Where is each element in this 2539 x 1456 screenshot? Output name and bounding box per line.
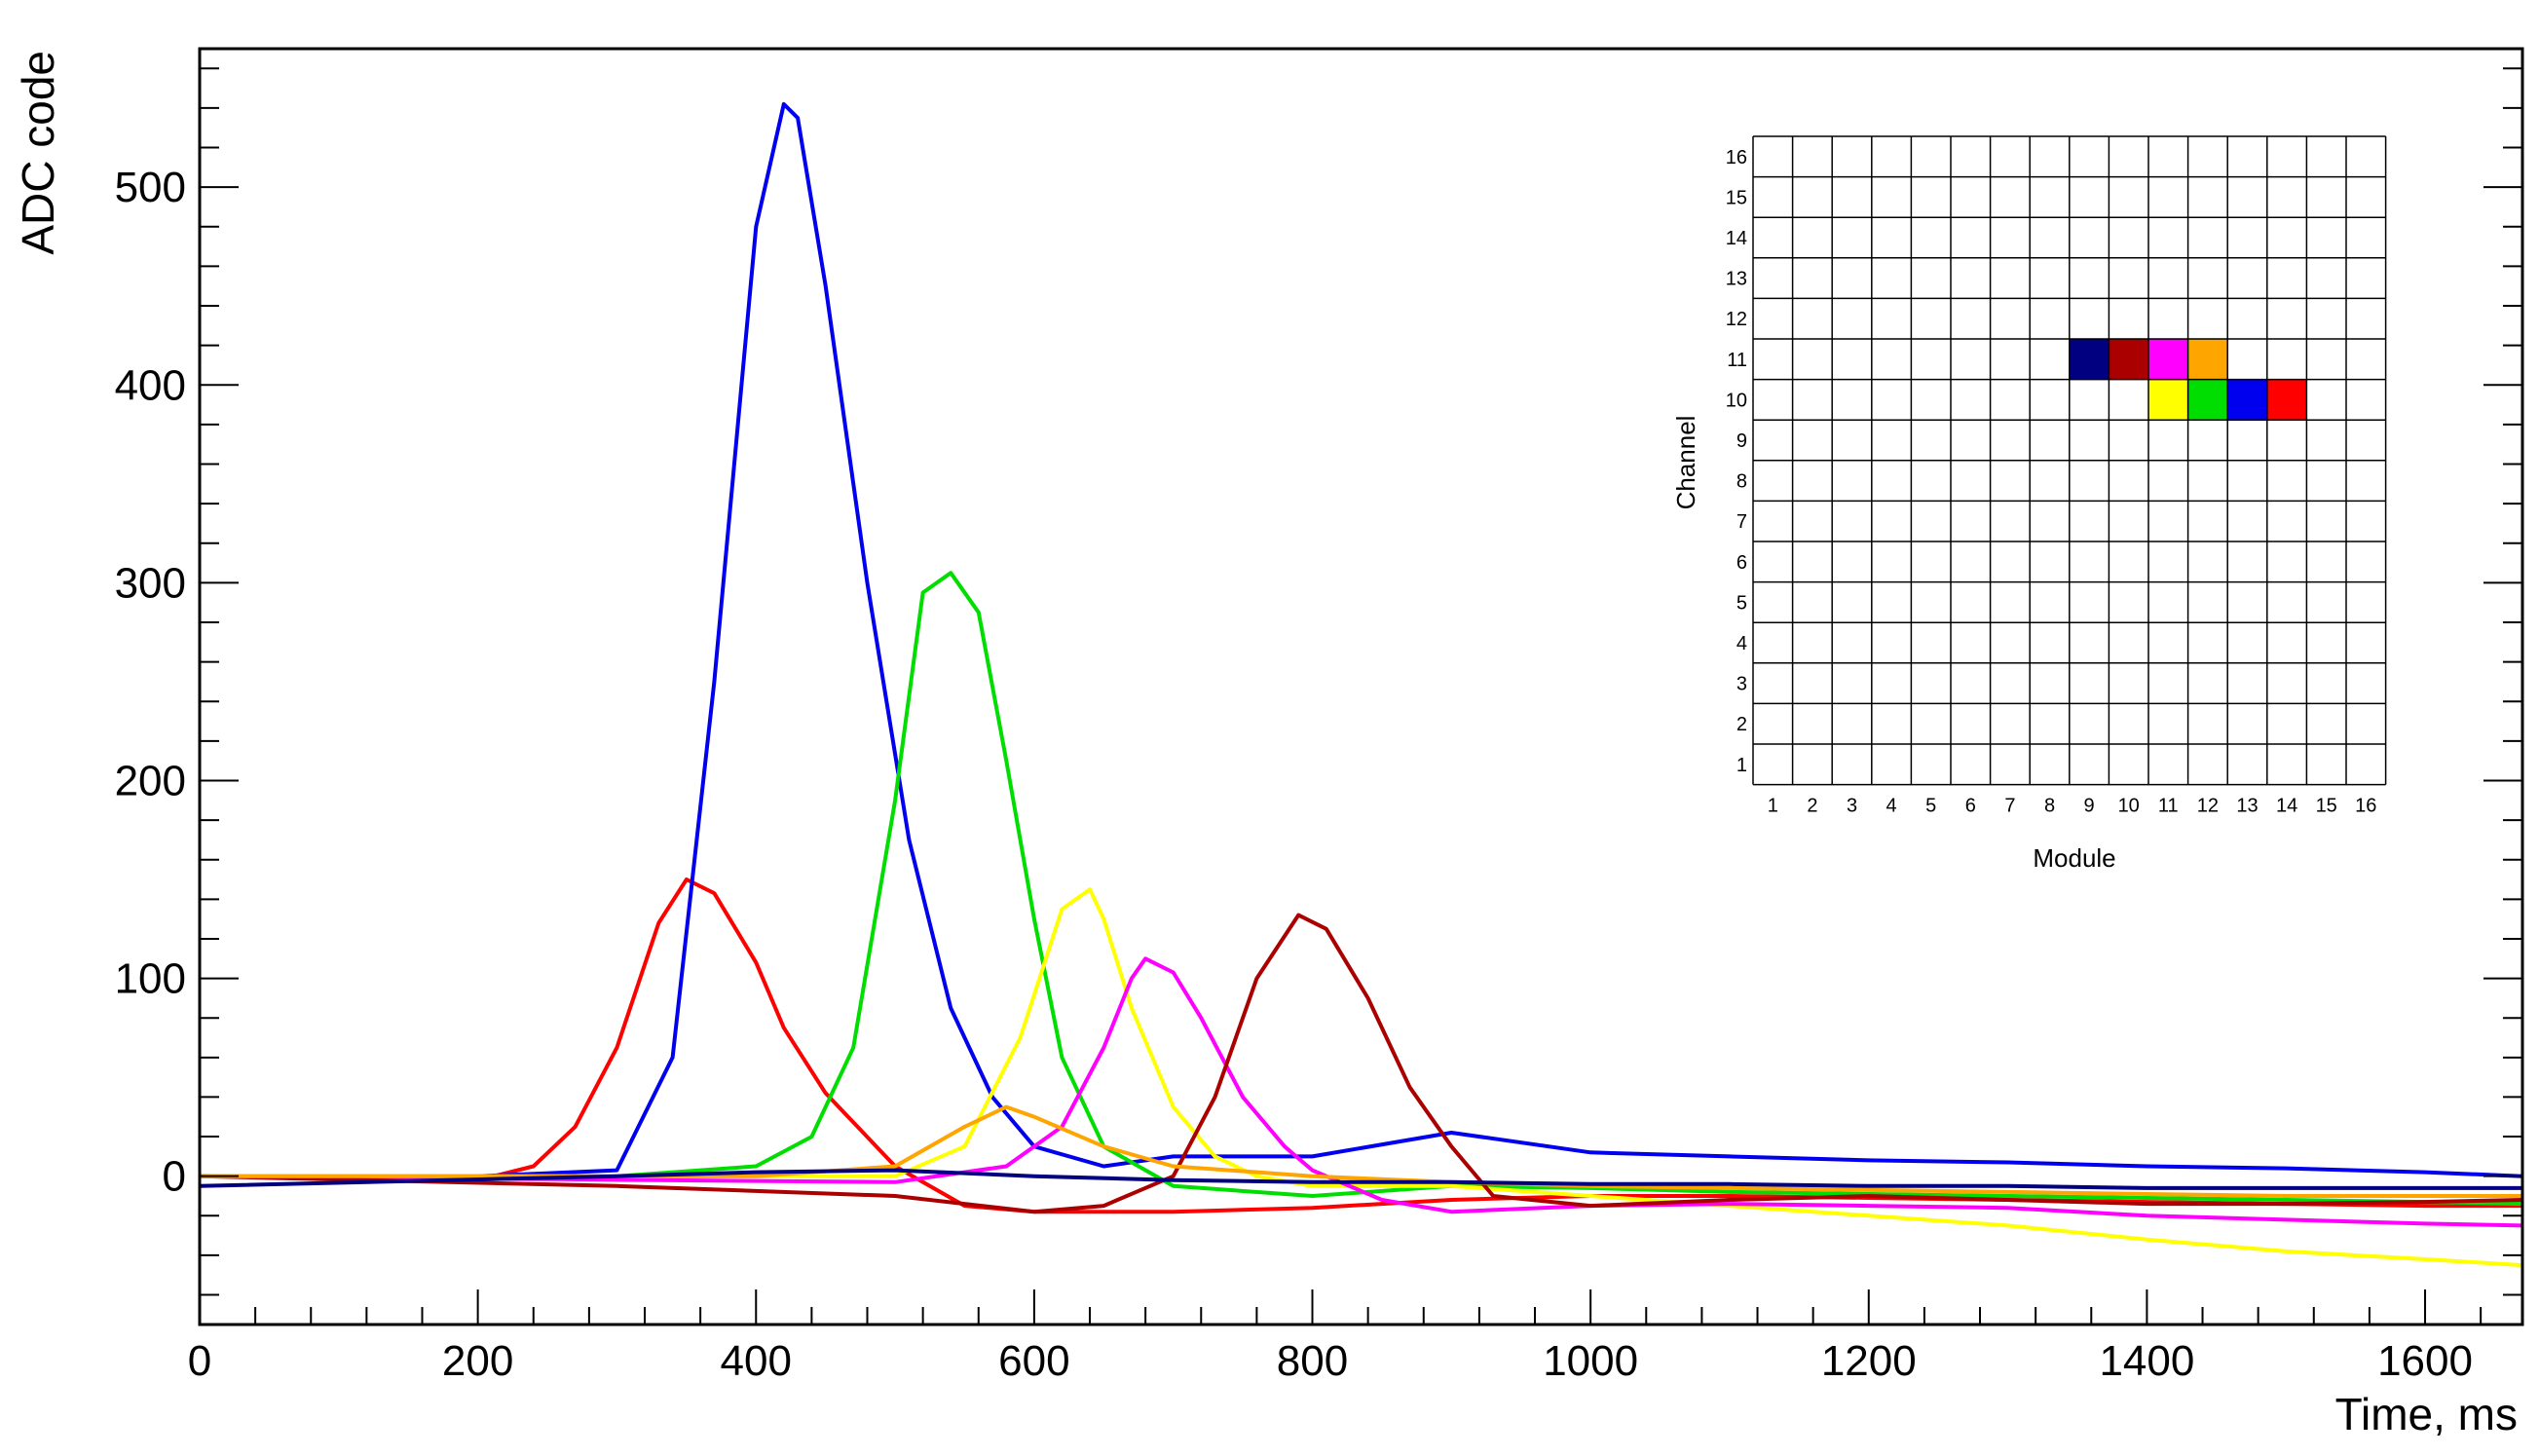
series-line-8	[199, 1168, 2522, 1190]
inset-x-tick-label: 11	[2158, 796, 2179, 817]
y-tick-label: 300	[115, 559, 186, 607]
inset-heatmap: 1 2 3 4 5 6 7 8 9 10 11 12 13 14 15 1612345678910111213…	[1671, 135, 2387, 873]
x-tick-label: 1000	[1543, 1337, 1638, 1385]
inset-tick-labels: 1 2 3 4 5 6 7 8 9 10 11 12 13 14 15 1612345678910111213…	[1726, 147, 2377, 817]
inset-y-title: Channel	[1671, 416, 1700, 510]
inset-y-tick-label: 10	[1726, 390, 1747, 411]
inset-y-tick-label: 11	[1727, 350, 1747, 371]
inset-x-tick-label: 14	[2276, 796, 2297, 817]
x-tick-label: 1600	[2377, 1337, 2473, 1385]
inset-x-tick-label: 6	[1965, 796, 1976, 817]
series-line-4	[200, 887, 2523, 1268]
inset-x-tick-label: 16	[2355, 796, 2376, 817]
x-tick-label: 600	[998, 1337, 1069, 1385]
inset-y-tick-label: 13	[1726, 269, 1747, 290]
inset-cell	[2069, 339, 2110, 380]
inset-cell	[2148, 339, 2188, 380]
inset-y-tick-label: 9	[1736, 430, 1747, 452]
axis-labels: 0 200 400 600 800 1000 1200 1400 160001002003004…	[115, 164, 2473, 1385]
series-line-6	[199, 913, 2523, 1214]
y-tick-label: 200	[115, 757, 186, 804]
series-layer	[199, 101, 2523, 1268]
inset-x-tick-label: 12	[2197, 796, 2219, 817]
y-tick-label: 0	[163, 1153, 186, 1201]
inset-cell	[2148, 379, 2188, 421]
inset-y-tick-label: 7	[1736, 511, 1747, 533]
inset-x-tick-label: 5	[1925, 796, 1936, 817]
x-tick-label: 400	[721, 1337, 792, 1385]
x-tick-label: 0	[188, 1337, 211, 1385]
inset-cells	[2069, 339, 2307, 421]
inset-x-title: Module	[2033, 843, 2115, 873]
series-line-2	[200, 101, 2523, 1178]
inset-x-tick-label: 2	[1807, 796, 1817, 817]
axis-ticks	[199, 67, 2522, 1325]
inset-x-tick-label: 1	[1768, 796, 1778, 817]
inset-cell	[2227, 379, 2267, 421]
inset-y-tick-label: 3	[1736, 674, 1747, 695]
inset-cell	[2187, 339, 2228, 380]
inset-y-tick-label: 6	[1736, 552, 1747, 574]
x-tick-label: 800	[1277, 1337, 1348, 1385]
x-tick-label: 1400	[2099, 1337, 2194, 1385]
inset-y-tick-label: 14	[1726, 228, 1747, 249]
plot-frame	[198, 47, 2524, 1326]
y-tick-label: 400	[115, 361, 186, 409]
inset-cell	[2109, 339, 2148, 380]
y-tick-label: 100	[115, 955, 186, 1003]
inset-y-tick-label: 4	[1736, 633, 1747, 654]
series-line-7	[200, 1104, 2522, 1198]
x-tick-label: 200	[442, 1337, 513, 1385]
inset-y-tick-label: 15	[1726, 187, 1747, 208]
inset-x-tick-label: 10	[2118, 796, 2140, 817]
inset-x-tick-label: 9	[2084, 796, 2095, 817]
inset-x-tick-label: 7	[2004, 796, 2015, 817]
inset-y-tick-label: 8	[1736, 471, 1747, 493]
series-line-5	[199, 956, 2523, 1228]
inset-x-tick-label: 8	[2044, 796, 2055, 817]
inset-y-tick-label: 1	[1736, 755, 1747, 776]
inset-cell	[2266, 379, 2307, 421]
y-axis-title: ADC code	[13, 51, 63, 255]
inset-x-tick-label: 15	[2316, 796, 2337, 817]
inset-grid	[1752, 135, 2387, 786]
inset-y-tick-label: 5	[1736, 592, 1747, 614]
series-line-3	[200, 571, 2523, 1207]
inset-y-tick-label: 12	[1726, 309, 1747, 330]
inset-y-tick-label: 16	[1726, 147, 1747, 168]
y-tick-label: 500	[115, 164, 186, 211]
inset-cell	[2187, 379, 2228, 421]
x-tick-label: 1200	[1821, 1337, 1917, 1385]
x-axis-title: Time, ms	[2335, 1389, 2518, 1439]
inset-x-tick-label: 13	[2236, 796, 2258, 817]
inset-x-tick-label: 3	[1847, 796, 1857, 817]
inset-y-tick-label: 2	[1736, 714, 1747, 735]
inset-x-tick-label: 4	[1886, 796, 1897, 817]
